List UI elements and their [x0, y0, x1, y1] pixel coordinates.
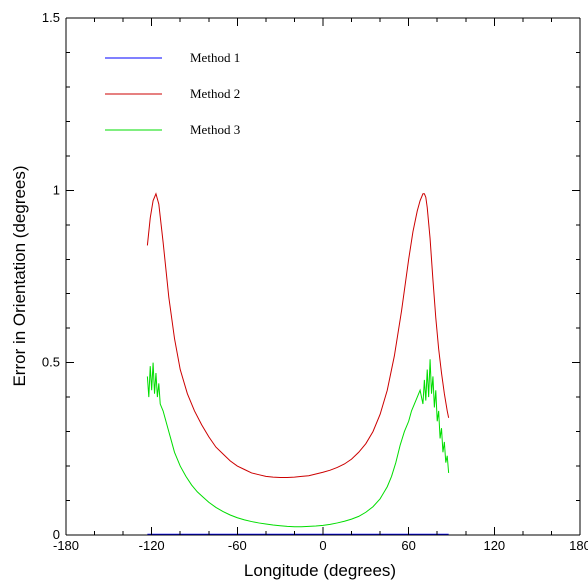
y-axis-title: Error in Orientation (degrees) — [10, 165, 29, 386]
tick-label-layer: -180 -120 -60 0 60 120 180 0 0.5 1 1.5 — [42, 10, 588, 553]
y-tick-label: 0 — [53, 527, 60, 542]
x-tick-label: 0 — [319, 538, 326, 553]
x-tick-label: -180 — [53, 538, 79, 553]
series-layer — [146, 192, 450, 535]
legend-label-method-3: Method 3 — [190, 122, 240, 137]
y-tick-label: 0.5 — [42, 355, 60, 370]
series-line-method-2 — [146, 192, 450, 478]
x-tick-label: 60 — [401, 538, 415, 553]
x-tick-label: 180 — [569, 538, 588, 553]
legend: Method 1 Method 2 Method 3 — [105, 50, 240, 137]
y-tick-label: 1.5 — [42, 10, 60, 25]
y-tick-label: 1 — [53, 182, 60, 197]
axes-layer — [65, 17, 581, 536]
legend-label-method-2: Method 2 — [190, 86, 240, 101]
x-tick-label: -60 — [228, 538, 247, 553]
x-axis-title: Longitude (degrees) — [244, 561, 396, 580]
x-tick-label: -120 — [139, 538, 165, 553]
x-tick-label: 120 — [483, 538, 505, 553]
series-line-method-3 — [146, 359, 450, 528]
legend-label-method-1: Method 1 — [190, 50, 240, 65]
